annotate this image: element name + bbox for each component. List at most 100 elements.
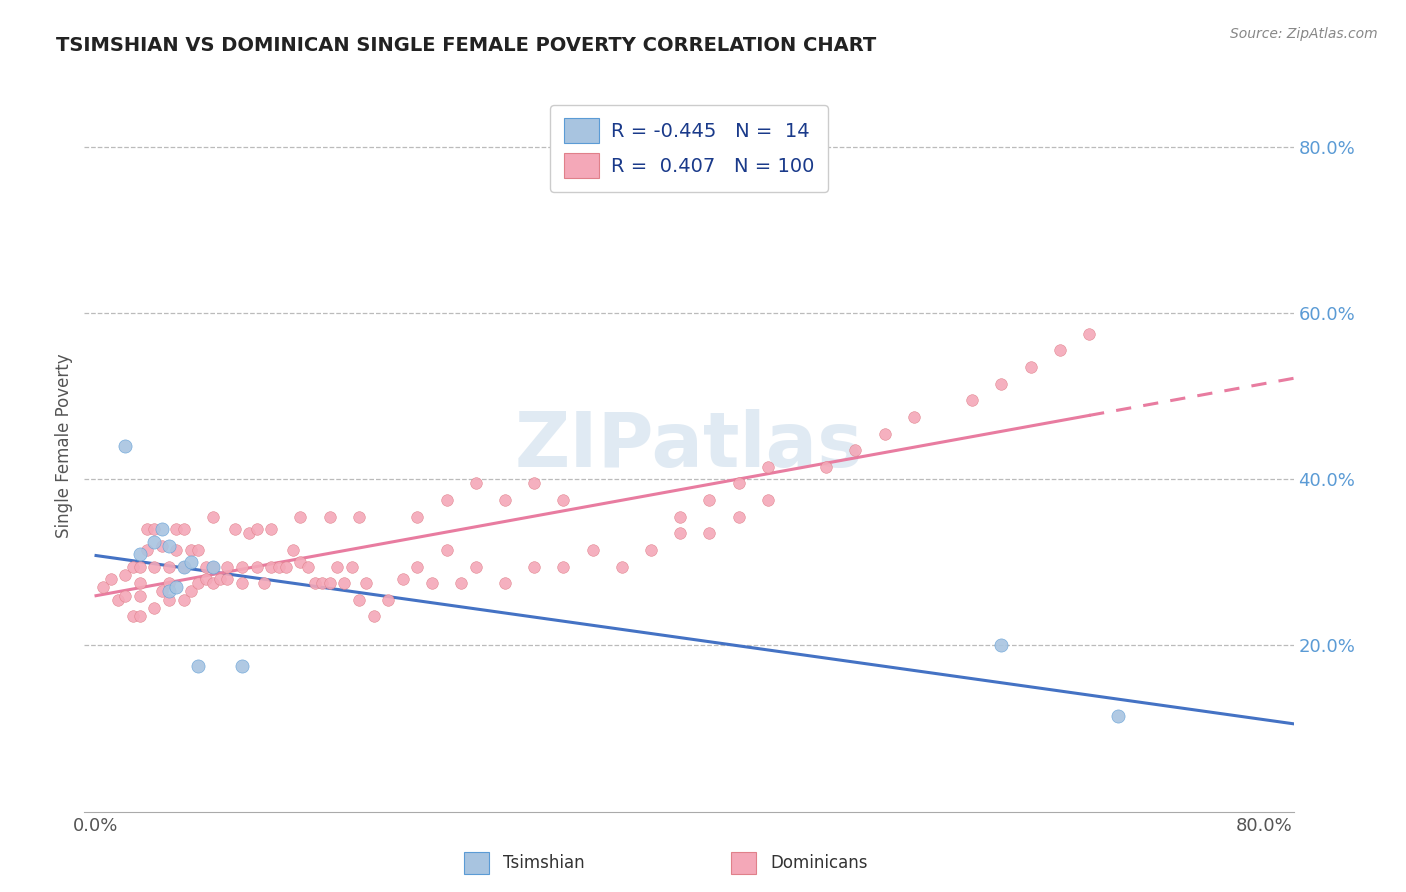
Point (450, 576, 472, 591)
Point (157, 584, 180, 599)
Point (669, 526, 692, 541)
Point (347, 509, 370, 524)
Point (173, 522, 195, 536)
Text: Source: ZipAtlas.com: Source: ZipAtlas.com (1230, 27, 1378, 41)
Point (464, 476, 486, 491)
Point (290, 555, 312, 569)
Point (128, 576, 150, 591)
Point (669, 509, 692, 524)
Text: Tsimshian: Tsimshian (503, 855, 585, 872)
Point (377, 592, 399, 607)
Point (128, 589, 150, 603)
Text: ZIPatlas: ZIPatlas (515, 409, 863, 483)
Text: TSIMSHIAN VS DOMINICAN SINGLE FEMALE POVERTY CORRELATION CHART: TSIMSHIAN VS DOMINICAN SINGLE FEMALE POV… (56, 36, 876, 54)
Point (756, 493, 779, 508)
Point (523, 559, 546, 574)
Point (1078, 326, 1101, 341)
Point (283, 542, 305, 557)
Point (274, 559, 297, 574)
Point (121, 609, 143, 624)
Point (217, 559, 239, 574)
Point (246, 559, 269, 574)
Point (246, 522, 269, 536)
Point (187, 659, 209, 673)
Point (727, 476, 749, 491)
Point (553, 493, 575, 508)
Point (260, 559, 283, 574)
Point (494, 493, 516, 508)
Point (304, 576, 326, 591)
Point (311, 576, 333, 591)
Point (1107, 709, 1129, 723)
Point (201, 559, 224, 574)
Point (354, 576, 377, 591)
Point (420, 576, 443, 591)
Text: Dominicans: Dominicans (770, 855, 868, 872)
Point (406, 559, 429, 574)
Point (640, 542, 662, 557)
Point (699, 526, 721, 541)
Point (107, 592, 129, 607)
Point (114, 567, 136, 582)
Point (756, 459, 779, 474)
Point (253, 576, 276, 591)
Point (209, 572, 232, 586)
Legend: R = -0.445   N =  14, R =  0.407   N = 100: R = -0.445 N = 14, R = 0.407 N = 100 (550, 104, 828, 192)
Point (347, 592, 370, 607)
Point (581, 542, 603, 557)
Point (150, 584, 173, 599)
Point (100, 572, 122, 586)
Point (391, 572, 413, 586)
Point (157, 576, 180, 591)
Point (201, 576, 224, 591)
Point (1049, 343, 1071, 358)
Point (136, 542, 159, 557)
Point (844, 443, 866, 458)
Point (326, 559, 349, 574)
Point (143, 534, 166, 549)
Point (128, 547, 150, 561)
Point (180, 542, 202, 557)
Point (173, 592, 195, 607)
Point (699, 493, 721, 508)
Point (224, 522, 246, 536)
Point (553, 559, 575, 574)
Point (173, 559, 195, 574)
Point (231, 576, 253, 591)
Point (165, 580, 187, 594)
Point (217, 572, 239, 586)
Point (494, 576, 516, 591)
Point (727, 509, 749, 524)
Point (157, 539, 180, 553)
Point (318, 509, 340, 524)
Point (128, 609, 150, 624)
Point (297, 559, 319, 574)
Point (157, 559, 180, 574)
Point (180, 584, 202, 599)
Point (464, 559, 486, 574)
Point (173, 559, 195, 574)
Point (333, 576, 356, 591)
Point (143, 601, 166, 615)
Point (194, 559, 217, 574)
Y-axis label: Single Female Poverty: Single Female Poverty (55, 354, 73, 538)
Point (114, 439, 136, 453)
Point (201, 559, 224, 574)
Point (267, 559, 290, 574)
Point (340, 559, 363, 574)
Point (201, 509, 224, 524)
Point (187, 542, 209, 557)
Point (114, 589, 136, 603)
Point (815, 459, 838, 474)
Point (143, 522, 166, 536)
Point (960, 393, 983, 408)
Point (363, 609, 385, 624)
Point (165, 522, 187, 536)
Point (194, 572, 217, 586)
Point (290, 509, 312, 524)
Point (157, 592, 180, 607)
Point (187, 576, 209, 591)
Point (406, 509, 429, 524)
Point (903, 409, 925, 424)
Point (990, 639, 1012, 653)
